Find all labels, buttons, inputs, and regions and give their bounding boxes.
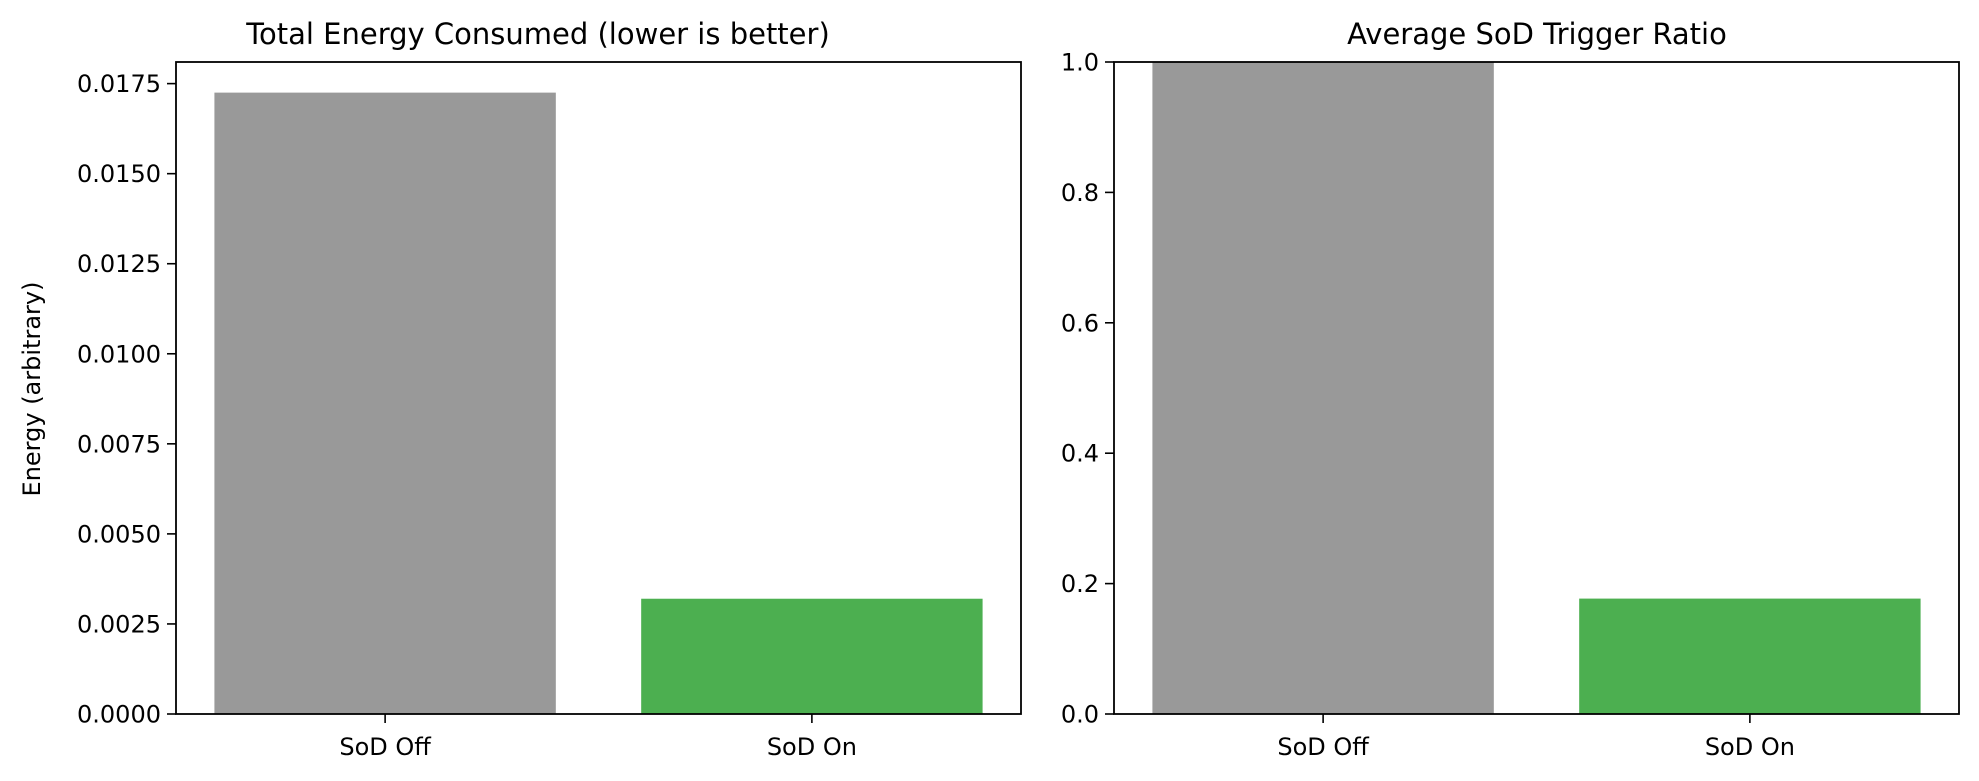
- energy-chart-ytick-label: 0.0175: [77, 70, 161, 98]
- trigger-ratio-chart-bar-sod-on: [1579, 598, 1921, 714]
- energy-chart-ytick-label: 0.0050: [77, 520, 161, 548]
- energy-chart-bar-sod-on: [641, 598, 983, 714]
- energy-chart-ytick-label: 0.0100: [77, 340, 161, 368]
- energy-chart-ytick-label: 0.0125: [77, 250, 161, 278]
- trigger-ratio-chart-ytick-label: 0.2: [1061, 570, 1099, 598]
- trigger-ratio-chart-axes-frame: [1113, 61, 1960, 715]
- trigger-ratio-chart-marks: SoD Off SoD On 0.0 0.2 0.4 0.6 0.8 1.0: [1061, 49, 1921, 761]
- energy-chart-xtick-label: SoD On: [767, 733, 857, 761]
- trigger-ratio-chart-bar-sod-off: [1152, 62, 1494, 714]
- trigger-ratio-chart-ytick-label: 0.6: [1061, 309, 1099, 337]
- trigger-ratio-chart-ytick-label: 0.4: [1061, 440, 1099, 468]
- energy-chart-bar-sod-off: [214, 92, 556, 715]
- energy-chart-xtick-label: SoD Off: [339, 733, 431, 761]
- trigger-ratio-chart-ytick-label: 1.0: [1061, 49, 1099, 77]
- energy-chart-ylabel: Energy (arbitrary): [18, 282, 46, 497]
- energy-chart-ytick-label: 0.0025: [77, 610, 161, 638]
- energy-chart-axes-frame: [175, 61, 1022, 715]
- energy-chart: Total Energy Consumed (lower is better) …: [18, 17, 1022, 761]
- trigger-ratio-chart-xtick-label: SoD Off: [1277, 733, 1369, 761]
- trigger-ratio-chart-title: Average SoD Trigger Ratio: [1347, 17, 1727, 51]
- trigger-ratio-chart-xtick-label: SoD On: [1705, 733, 1795, 761]
- trigger-ratio-chart: Average SoD Trigger Ratio SoD Off SoD On 0…: [1061, 17, 1960, 761]
- energy-chart-ytick-label: 0.0150: [77, 160, 161, 188]
- trigger-ratio-chart-ytick-label: 0.0: [1061, 701, 1099, 729]
- energy-chart-title: Total Energy Consumed (lower is better): [245, 17, 830, 51]
- energy-chart-marks: SoD Off SoD On 0.0000 0.0025 0.0050 0.0075 0.0…: [77, 70, 983, 761]
- energy-chart-ytick-label: 0.0075: [77, 430, 161, 458]
- energy-chart-ytick-label: 0.0000: [77, 701, 161, 729]
- trigger-ratio-chart-ytick-label: 0.8: [1061, 179, 1099, 207]
